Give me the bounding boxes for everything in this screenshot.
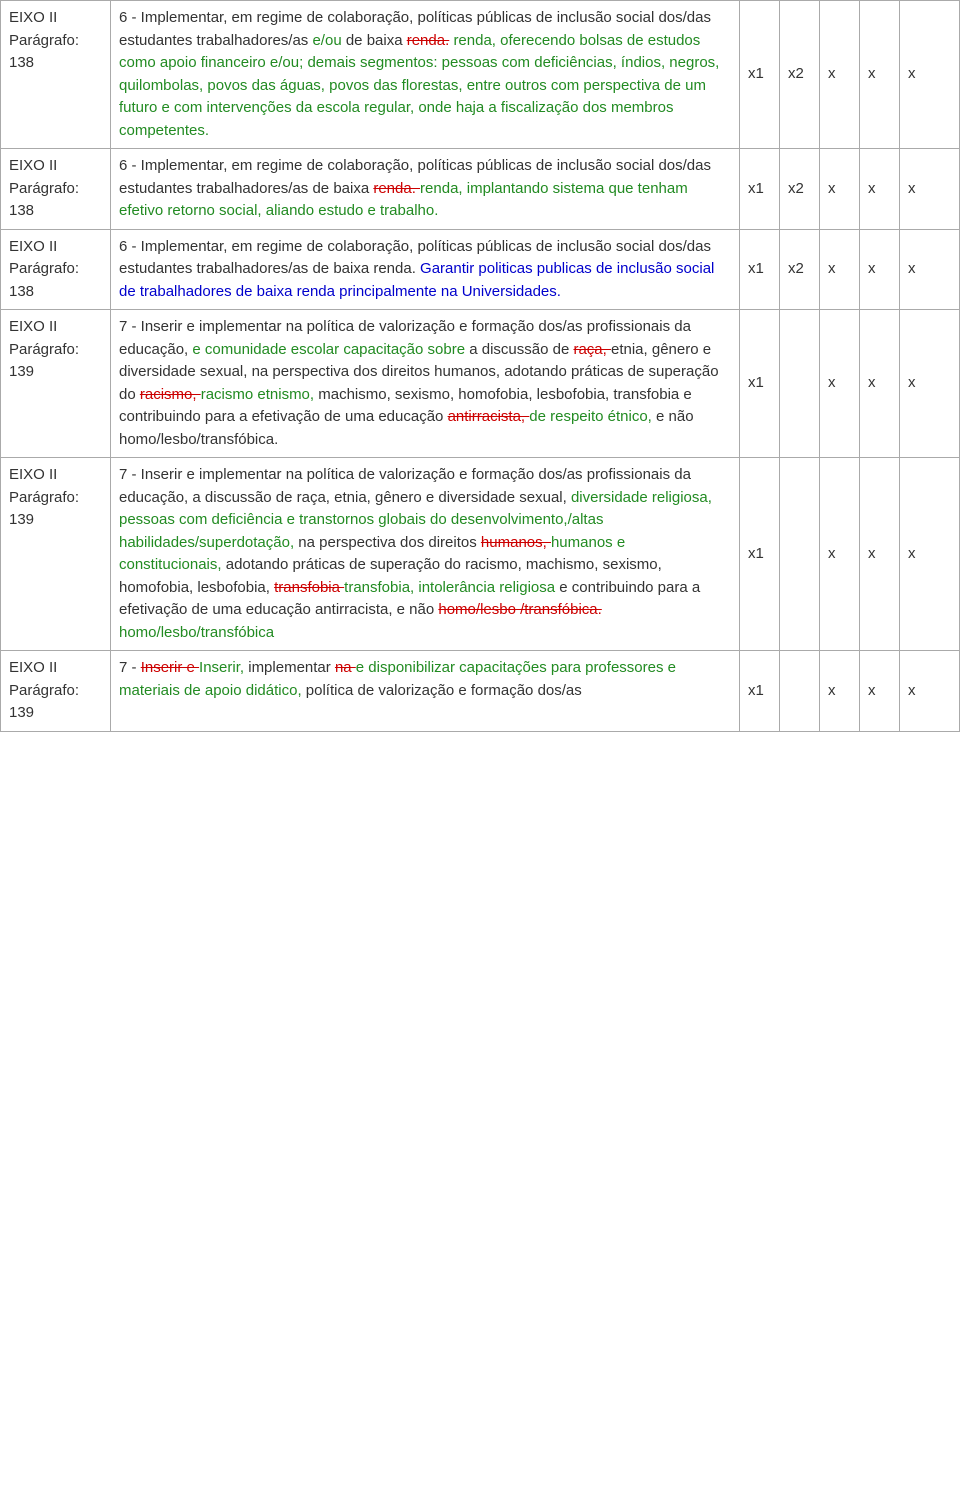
text-segment: Inserir,: [199, 659, 244, 676]
paragrafo-label: Parágrafo:: [9, 30, 102, 53]
table-row: EIXO IIParágrafo:1397 - Inserir e Inseri…: [1, 651, 960, 732]
eixo-label: EIXO II: [9, 236, 102, 259]
mark-cell: x: [900, 229, 960, 310]
table-row: EIXO IIParágrafo:1397 - Inserir e implem…: [1, 310, 960, 458]
row-content-cell: 7 - Inserir e Inserir, implementar na e …: [111, 651, 740, 732]
mark-cell: x: [900, 310, 960, 458]
mark-cell: x: [820, 149, 860, 230]
paragrafo-label: Parágrafo:: [9, 680, 102, 703]
row-label-cell: EIXO IIParágrafo:138: [1, 1, 111, 149]
mark-cell: x2: [780, 1, 820, 149]
mark-cell: x2: [780, 149, 820, 230]
text-segment: renda.: [407, 32, 450, 49]
mark-cell: [780, 458, 820, 651]
mark-cell: x: [900, 651, 960, 732]
paragrafo-number: 138: [9, 52, 102, 75]
eixo-label: EIXO II: [9, 316, 102, 339]
text-segment: humanos,: [481, 534, 551, 551]
text-segment: política de valorização e formação dos/a…: [302, 682, 582, 699]
text-segment: de respeito étnico,: [529, 408, 652, 425]
mark-cell: [780, 651, 820, 732]
paragrafo-number: 139: [9, 361, 102, 384]
mark-cell: x1: [740, 651, 780, 732]
text-segment: na: [335, 659, 356, 676]
text-segment: racismo,: [140, 386, 201, 403]
mark-cell: x: [860, 651, 900, 732]
text-segment: a discussão de: [465, 341, 573, 358]
text-segment: e comunidade escolar capacitação sobre: [192, 341, 465, 358]
row-label-cell: EIXO IIParágrafo:139: [1, 458, 111, 651]
paragrafo-number: 139: [9, 702, 102, 725]
mark-cell: x: [860, 310, 900, 458]
paragrafo-number: 138: [9, 200, 102, 223]
mark-cell: x1: [740, 458, 780, 651]
mark-cell: x1: [740, 229, 780, 310]
mark-cell: x: [900, 149, 960, 230]
text-segment: Inserir e: [141, 659, 199, 676]
table-row: EIXO IIParágrafo:1386 - Implementar, em …: [1, 149, 960, 230]
table-row: EIXO IIParágrafo:1397 - Inserir e implem…: [1, 458, 960, 651]
mark-cell: x2: [780, 229, 820, 310]
row-content-cell: 7 - Inserir e implementar na política de…: [111, 458, 740, 651]
eixo-label: EIXO II: [9, 657, 102, 680]
row-content-cell: 6 - Implementar, em regime de colaboraçã…: [111, 1, 740, 149]
text-segment: e/ou: [312, 32, 341, 49]
mark-cell: x1: [740, 1, 780, 149]
mark-cell: x: [820, 310, 860, 458]
text-segment: de baixa: [342, 32, 407, 49]
eixo-label: EIXO II: [9, 7, 102, 30]
row-content-cell: 6 - Implementar, em regime de colaboraçã…: [111, 229, 740, 310]
text-segment: 7 -: [119, 659, 141, 676]
mark-cell: x1: [740, 310, 780, 458]
paragrafo-label: Parágrafo:: [9, 178, 102, 201]
mark-cell: x: [860, 229, 900, 310]
paragrafo-label: Parágrafo:: [9, 487, 102, 510]
eixo-label: EIXO II: [9, 155, 102, 178]
text-segment: transfobia, intolerância religiosa: [344, 579, 555, 596]
text-segment: renda.: [373, 180, 420, 197]
paragrafo-label: Parágrafo:: [9, 258, 102, 281]
row-label-cell: EIXO IIParágrafo:139: [1, 310, 111, 458]
mark-cell: x: [820, 229, 860, 310]
text-segment: antirracista,: [448, 408, 530, 425]
mark-cell: [780, 310, 820, 458]
text-segment: racismo etnismo,: [201, 386, 314, 403]
mark-cell: x: [860, 458, 900, 651]
mark-cell: x1: [740, 149, 780, 230]
mark-cell: x: [820, 651, 860, 732]
row-label-cell: EIXO IIParágrafo:138: [1, 229, 111, 310]
row-content-cell: 6 - Implementar, em regime de colaboraçã…: [111, 149, 740, 230]
text-segment: homo/lesbo /transfóbica.: [438, 601, 601, 618]
text-segment: homo/lesbo/transfóbica: [119, 624, 274, 641]
mark-cell: x: [900, 458, 960, 651]
text-segment: na perspectiva dos direitos: [294, 534, 481, 551]
row-label-cell: EIXO IIParágrafo:138: [1, 149, 111, 230]
text-segment: transfobia: [274, 579, 344, 596]
row-label-cell: EIXO IIParágrafo:139: [1, 651, 111, 732]
paragrafo-number: 138: [9, 281, 102, 304]
table-row: EIXO IIParágrafo:1386 - Implementar, em …: [1, 229, 960, 310]
mark-cell: x: [820, 458, 860, 651]
paragrafo-number: 139: [9, 509, 102, 532]
eixo-label: EIXO II: [9, 464, 102, 487]
paragrafo-label: Parágrafo:: [9, 339, 102, 362]
mark-cell: x: [820, 1, 860, 149]
mark-cell: x: [860, 1, 900, 149]
proposals-table: EIXO IIParágrafo:1386 - Implementar, em …: [0, 0, 960, 732]
text-segment: raça,: [573, 341, 611, 358]
mark-cell: x: [900, 1, 960, 149]
table-row: EIXO IIParágrafo:1386 - Implementar, em …: [1, 1, 960, 149]
mark-cell: x: [860, 149, 900, 230]
row-content-cell: 7 - Inserir e implementar na política de…: [111, 310, 740, 458]
text-segment: implementar: [244, 659, 335, 676]
